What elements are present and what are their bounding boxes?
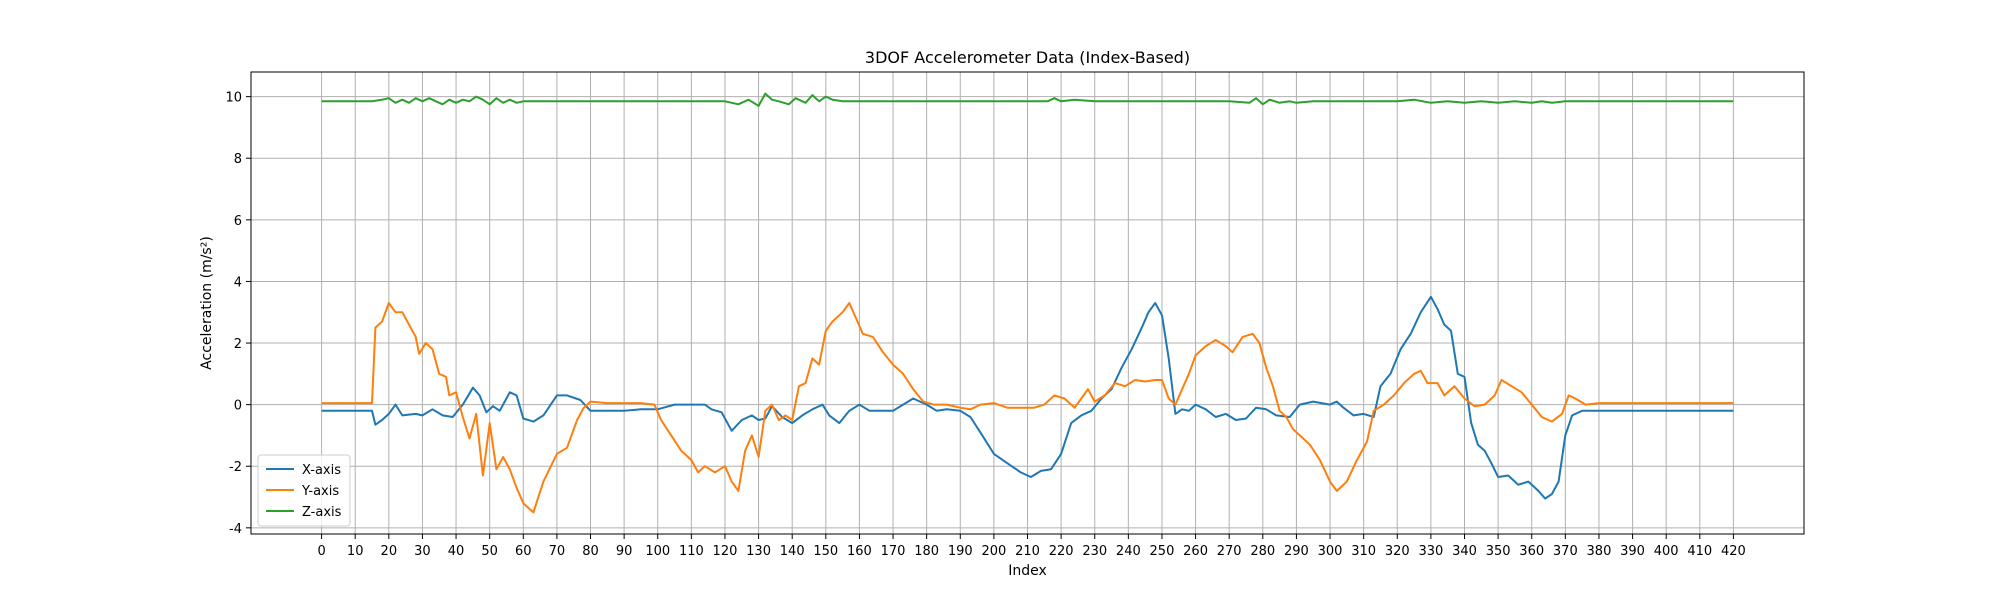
y-tick-label: 0	[234, 399, 242, 414]
y-tick-label: -4	[229, 522, 242, 537]
x-tick-label: 350	[1486, 544, 1511, 559]
x-tick-label: 160	[847, 544, 872, 559]
x-tick-label: 140	[780, 544, 805, 559]
x-tick-label: 380	[1587, 544, 1612, 559]
x-tick-label: 110	[679, 544, 704, 559]
y-tick-label: 10	[225, 91, 242, 106]
y-tick-label: 4	[234, 275, 242, 290]
series-line-z-axis	[321, 92, 1734, 107]
legend-box	[257, 454, 351, 527]
x-tick-label: 370	[1553, 544, 1578, 559]
x-tick-label: 40	[448, 544, 465, 559]
x-tick-label: 0	[317, 544, 325, 559]
x-tick-label: 70	[549, 544, 566, 559]
x-tick-label: 280	[1250, 544, 1275, 559]
x-tick-label: 420	[1721, 544, 1746, 559]
chart-title: 3DOF Accelerometer Data (Index-Based)	[865, 48, 1190, 67]
y-tick-label: 6	[234, 214, 242, 229]
x-tick-label: 100	[645, 544, 670, 559]
x-tick-label: 210	[1015, 544, 1040, 559]
x-tick-label: 260	[1183, 544, 1208, 559]
series-lines	[321, 92, 1734, 514]
x-tick-label: 330	[1418, 544, 1443, 559]
axis-ticks: 0 10 20 30 40 50 60 70 80 90 100 110 120 130 140 150 160…	[225, 91, 1745, 559]
x-tick-label: 200	[981, 544, 1006, 559]
x-tick-label: 400	[1654, 544, 1679, 559]
x-tick-label: 180	[914, 544, 939, 559]
legend-label: Y-axis	[301, 484, 339, 499]
legend-label: X-axis	[302, 463, 341, 478]
x-tick-label: 90	[616, 544, 633, 559]
x-tick-label: 410	[1687, 544, 1712, 559]
x-tick-label: 80	[582, 544, 599, 559]
y-tick-label: 8	[234, 152, 242, 167]
x-tick-label: 30	[414, 544, 431, 559]
x-tick-label: 300	[1318, 544, 1343, 559]
x-tick-label: 120	[713, 544, 738, 559]
x-tick-label: 310	[1351, 544, 1376, 559]
series-line-x-axis	[321, 295, 1734, 500]
x-tick-label: 230	[1082, 544, 1107, 559]
y-tick-label: 2	[234, 337, 242, 352]
y-tick-label: -2	[229, 460, 242, 475]
x-tick-label: 390	[1620, 544, 1645, 559]
x-axis-title: Index	[1008, 563, 1047, 579]
x-tick-label: 320	[1385, 544, 1410, 559]
x-tick-label: 150	[813, 544, 838, 559]
x-tick-label: 20	[381, 544, 398, 559]
x-tick-label: 190	[948, 544, 973, 559]
series-line-y-axis	[321, 302, 1734, 514]
legend: X-axis Y-axis Z-axis	[257, 454, 351, 527]
grid	[251, 72, 1804, 534]
x-tick-label: 240	[1116, 544, 1141, 559]
x-tick-label: 10	[347, 544, 364, 559]
x-tick-label: 360	[1519, 544, 1544, 559]
x-tick-label: 170	[881, 544, 906, 559]
x-tick-label: 250	[1150, 544, 1175, 559]
legend-label: Z-axis	[302, 505, 342, 520]
x-tick-label: 130	[746, 544, 771, 559]
x-tick-label: 290	[1284, 544, 1309, 559]
y-axis-title: Acceleration (m/s²)	[199, 236, 215, 370]
x-tick-label: 60	[515, 544, 532, 559]
x-tick-label: 220	[1049, 544, 1074, 559]
x-tick-label: 270	[1217, 544, 1242, 559]
x-tick-label: 50	[481, 544, 498, 559]
x-tick-label: 340	[1452, 544, 1477, 559]
